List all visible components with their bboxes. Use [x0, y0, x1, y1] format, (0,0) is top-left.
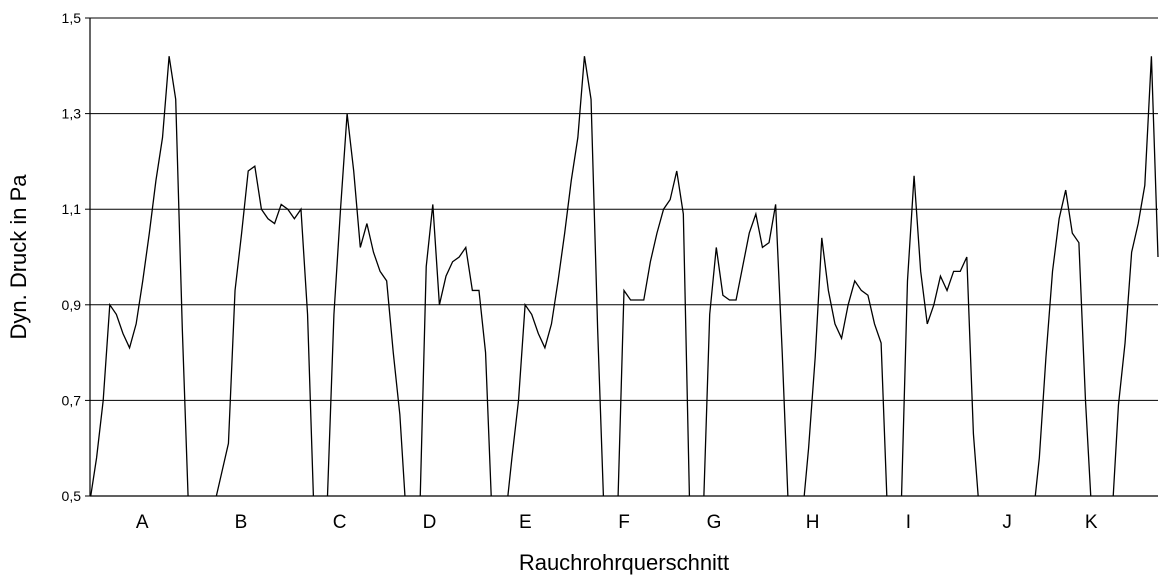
y-tick-label: 1,1 — [62, 201, 82, 217]
plot-background — [90, 18, 1158, 496]
x-category-label: B — [235, 512, 248, 533]
x-category-label: A — [136, 512, 149, 533]
x-category-label: J — [1002, 512, 1012, 533]
y-tick-label: 0,5 — [62, 488, 82, 504]
y-tick-label: 0,9 — [62, 297, 82, 313]
x-category-label: I — [906, 512, 911, 533]
series-line — [90, 56, 1159, 496]
x-category-label: C — [333, 512, 347, 533]
x-category-label: H — [806, 512, 820, 533]
y-tick-label: 1,5 — [62, 10, 82, 26]
y-axis-title: Dyn. Druck in Pa — [6, 174, 31, 340]
y-tick-label: 1,3 — [62, 106, 82, 122]
x-axis-category-labels: A B C D E F G H I J K — [136, 512, 1098, 533]
y-axis-tick-labels: 0,5 0,7 0,9 1,1 1,3 1,5 — [62, 10, 90, 504]
x-category-label: G — [707, 512, 722, 533]
x-axis-title: Rauchrohrquerschnitt — [519, 550, 729, 575]
x-category-label: K — [1085, 512, 1098, 533]
gridlines — [90, 17, 1158, 401]
x-category-label: D — [423, 512, 437, 533]
x-category-label: E — [519, 512, 532, 533]
y-tick-label: 0,7 — [62, 392, 82, 408]
x-category-label: F — [618, 512, 630, 533]
